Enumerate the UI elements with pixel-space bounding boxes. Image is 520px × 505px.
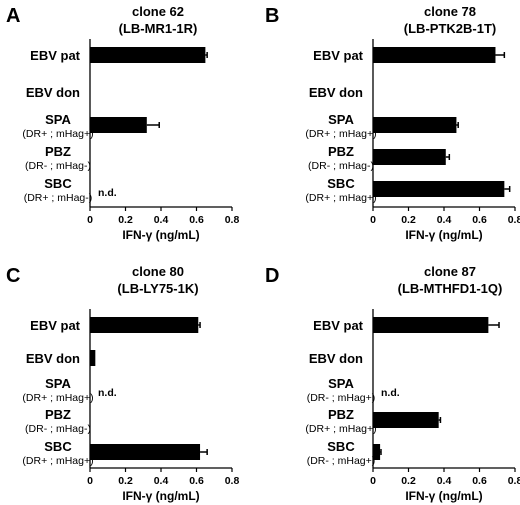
x-tick-label: 0.2 xyxy=(118,475,133,487)
x-tick-label: 0.2 xyxy=(118,214,133,226)
category-label: EBV don xyxy=(309,85,363,100)
category-label: PBZ xyxy=(45,407,71,422)
panel-letter: C xyxy=(6,265,20,287)
panel-letter: B xyxy=(265,5,279,27)
category-label: SBC xyxy=(327,439,355,454)
category-label: SPA xyxy=(328,376,354,391)
bar xyxy=(373,181,505,197)
x-tick-label: 0.8 xyxy=(508,475,520,487)
bar xyxy=(373,47,496,63)
panel-title: clone 80 xyxy=(132,264,184,279)
category-sublabel: (DR- ; mHag+) xyxy=(307,392,376,404)
not-determined-label: n.d. xyxy=(98,387,117,399)
x-tick-label: 0.6 xyxy=(472,475,487,487)
x-tick-label: 0.8 xyxy=(508,214,520,226)
bar xyxy=(373,117,457,133)
category-label: PBZ xyxy=(328,407,354,422)
x-tick-label: 0.2 xyxy=(401,214,416,226)
category-label: EBV pat xyxy=(313,48,364,63)
x-tick-label: 0.6 xyxy=(189,475,204,487)
panel-subtitle: (LB-MR1-1R) xyxy=(119,21,198,36)
panel-subtitle: (LB-PTK2B-1T) xyxy=(404,21,496,36)
category-label: EBV pat xyxy=(30,48,81,63)
category-sublabel: (DR- ; mHag+) xyxy=(307,455,376,467)
x-tick-label: 0 xyxy=(87,214,93,226)
category-sublabel: (DR+ ; mHag-) xyxy=(24,192,93,204)
panel-title: clone 78 xyxy=(424,4,476,19)
panel-title: clone 62 xyxy=(132,4,184,19)
category-label: SBC xyxy=(44,439,72,454)
bar xyxy=(373,317,489,333)
bar xyxy=(90,117,147,133)
category-sublabel: (DR+ ; mHag+) xyxy=(305,423,376,435)
category-label: SPA xyxy=(45,112,71,127)
category-sublabel: (DR+ ; mHag+) xyxy=(22,392,93,404)
bar xyxy=(373,149,446,165)
category-label: SPA xyxy=(45,376,71,391)
x-axis-label: IFN-γ (ng/mL) xyxy=(405,228,482,242)
panel-title: clone 87 xyxy=(424,264,476,279)
x-tick-label: 0.8 xyxy=(225,214,240,226)
category-sublabel: (DR+ ; mHag+) xyxy=(305,192,376,204)
category-label: SPA xyxy=(328,112,354,127)
x-axis-label: IFN-γ (ng/mL) xyxy=(405,489,482,503)
x-tick-label: 0.4 xyxy=(154,475,169,487)
x-axis-label: IFN-γ (ng/mL) xyxy=(122,228,199,242)
category-sublabel: (DR+ ; mHag+) xyxy=(22,455,93,467)
category-label: PBZ xyxy=(328,144,354,159)
bar xyxy=(90,317,199,333)
x-axis-label: IFN-γ (ng/mL) xyxy=(122,489,199,503)
x-tick-label: 0.8 xyxy=(225,475,240,487)
category-sublabel: (DR+ ; mHag+) xyxy=(305,128,376,140)
category-sublabel: (DR- ; mHag-) xyxy=(25,160,91,172)
category-label: EBV don xyxy=(309,351,363,366)
bar xyxy=(373,444,381,460)
category-label: EBV pat xyxy=(30,318,81,333)
not-determined-label: n.d. xyxy=(381,387,400,399)
category-label: SBC xyxy=(327,176,355,191)
x-tick-label: 0.4 xyxy=(437,214,452,226)
panel-letter: D xyxy=(265,265,279,287)
x-tick-label: 0 xyxy=(87,475,93,487)
category-sublabel: (DR- ; mHag-) xyxy=(308,160,374,172)
category-label: EBV don xyxy=(26,85,80,100)
panel-subtitle: (LB-LY75-1K) xyxy=(117,281,198,296)
bar xyxy=(90,47,206,63)
bar xyxy=(373,412,439,428)
category-label: EBV pat xyxy=(313,318,364,333)
category-label: EBV don xyxy=(26,351,80,366)
x-tick-label: 0.4 xyxy=(437,475,452,487)
bar xyxy=(90,350,96,366)
x-tick-label: 0.6 xyxy=(472,214,487,226)
x-tick-label: 0 xyxy=(370,475,376,487)
x-tick-label: 0.4 xyxy=(154,214,169,226)
panel-letter: A xyxy=(6,5,20,27)
x-tick-label: 0.6 xyxy=(189,214,204,226)
x-tick-label: 0.2 xyxy=(401,475,416,487)
category-sublabel: (DR+ ; mHag+) xyxy=(22,128,93,140)
category-sublabel: (DR- ; mHag-) xyxy=(25,423,91,435)
bar xyxy=(90,444,201,460)
x-tick-label: 0 xyxy=(370,214,376,226)
category-label: SBC xyxy=(44,176,72,191)
category-label: PBZ xyxy=(45,144,71,159)
panel-subtitle: (LB-MTHFD1-1Q) xyxy=(398,281,503,296)
not-determined-label: n.d. xyxy=(98,187,117,199)
